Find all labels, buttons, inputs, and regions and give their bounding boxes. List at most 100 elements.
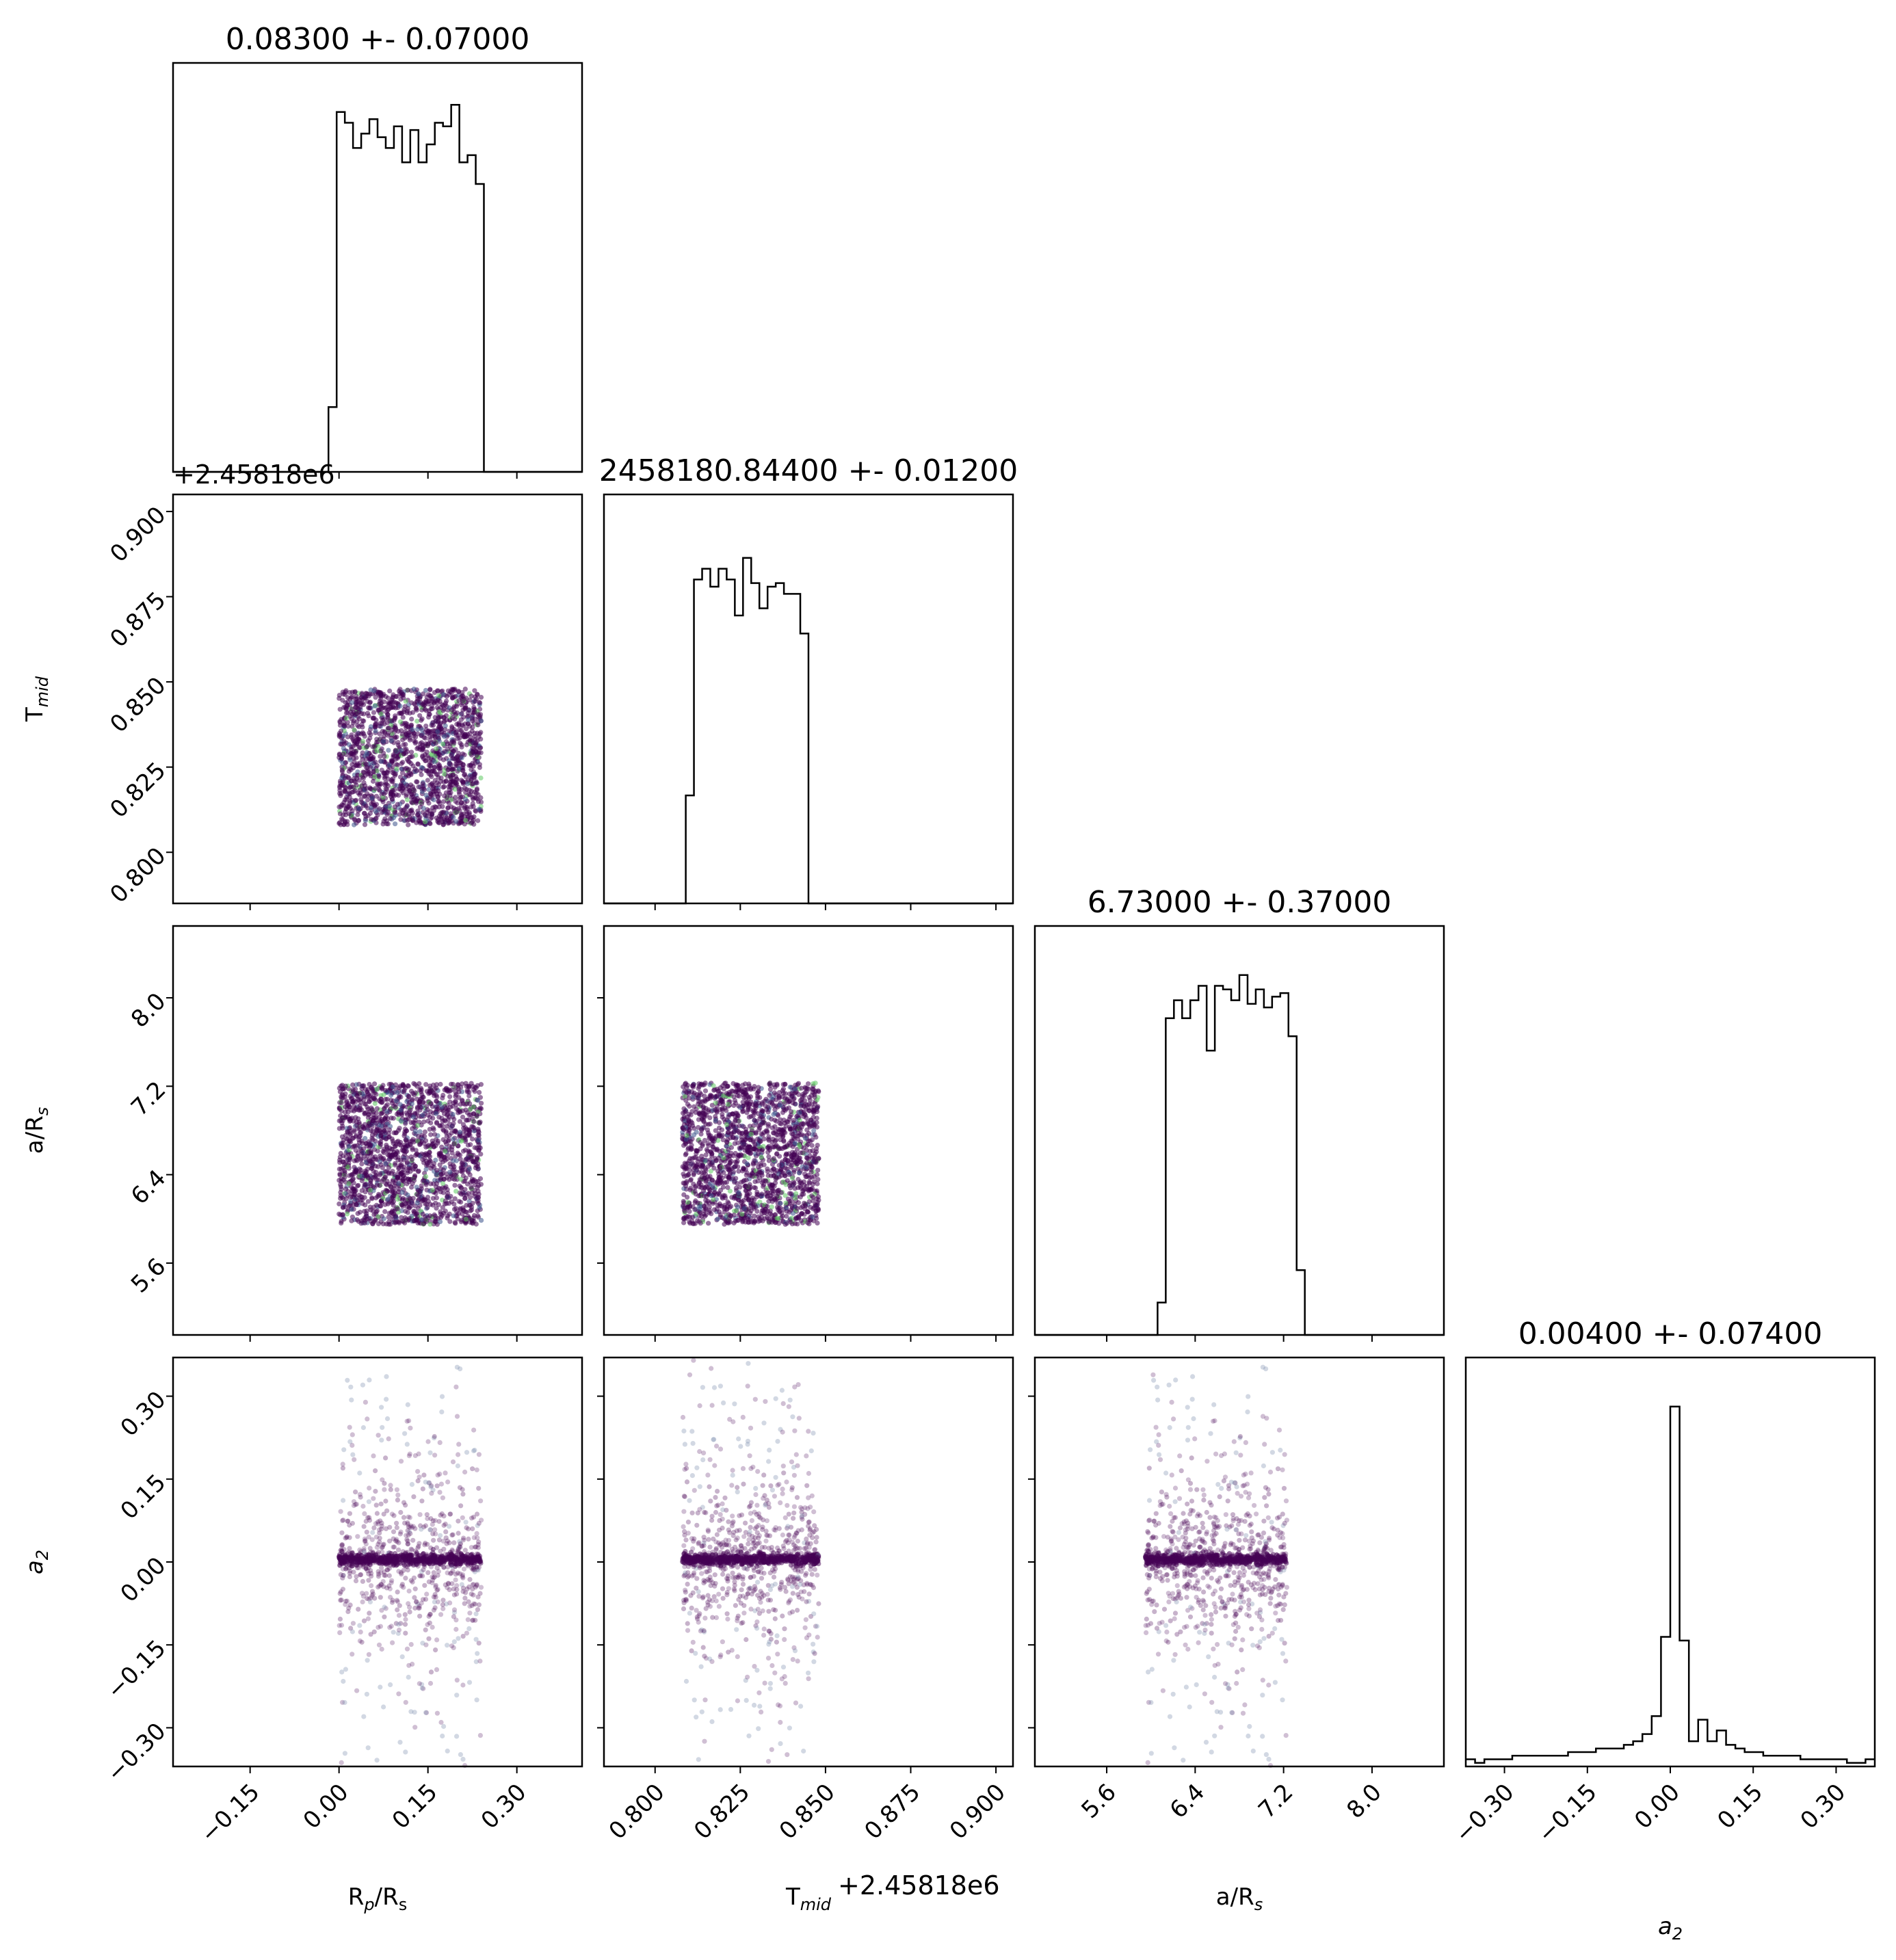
scatter-point bbox=[471, 1213, 477, 1218]
scatter-point bbox=[347, 1154, 353, 1160]
scatter-point bbox=[453, 1221, 458, 1226]
scatter-point bbox=[424, 694, 430, 700]
scatter-point bbox=[398, 817, 404, 822]
scatter-point bbox=[362, 794, 367, 799]
scatter-point bbox=[410, 1114, 417, 1120]
scatter-point bbox=[356, 1135, 362, 1140]
scatter-point bbox=[446, 800, 451, 806]
scatter-point bbox=[464, 1126, 469, 1132]
scatter-point bbox=[681, 1171, 686, 1177]
scatter-point bbox=[373, 1217, 378, 1223]
scatter-point bbox=[456, 786, 462, 792]
scatter-point bbox=[383, 693, 389, 700]
scatter-point bbox=[368, 1207, 373, 1213]
scatter-point bbox=[460, 779, 465, 784]
scatter-point bbox=[374, 737, 380, 742]
scatter-point bbox=[342, 1162, 347, 1167]
scatter-point bbox=[400, 790, 406, 795]
y-tick-label: 5.6 bbox=[126, 1253, 172, 1299]
scatter-point bbox=[390, 1084, 395, 1089]
scatter-point bbox=[806, 1108, 812, 1113]
scatter-point bbox=[414, 1200, 420, 1206]
scatter-point bbox=[469, 1190, 475, 1195]
scatter-point bbox=[388, 791, 393, 797]
scatter-point bbox=[427, 1160, 432, 1165]
frame-1-0 bbox=[172, 493, 583, 905]
scatter-point bbox=[805, 1209, 811, 1215]
scatter-point bbox=[471, 1125, 477, 1131]
scatter-point bbox=[389, 1100, 395, 1106]
scatter-point bbox=[364, 761, 369, 767]
scatter-point bbox=[395, 802, 400, 807]
y-tick-label: 0.825 bbox=[105, 757, 171, 823]
scatter-point bbox=[337, 1154, 343, 1160]
scatter-point bbox=[416, 691, 421, 697]
scatter-point bbox=[399, 728, 404, 733]
scatter-point bbox=[338, 1113, 343, 1119]
scatter-point bbox=[405, 706, 411, 711]
scatter-point bbox=[373, 1209, 379, 1215]
scatter-point bbox=[466, 1167, 473, 1172]
scatter-point bbox=[351, 1098, 357, 1104]
scatter-point bbox=[344, 797, 350, 802]
scatter-point bbox=[471, 821, 477, 827]
scatter-point bbox=[410, 786, 417, 792]
scatter-point bbox=[425, 701, 431, 706]
scatter-point bbox=[393, 700, 399, 706]
scatter-point bbox=[687, 1219, 692, 1225]
scatter-point bbox=[689, 1109, 695, 1114]
scatter-point bbox=[403, 725, 409, 730]
scatter-point bbox=[466, 1157, 471, 1163]
scatter-point bbox=[791, 1180, 797, 1186]
scatter-point bbox=[339, 817, 345, 822]
scatter-point bbox=[445, 1113, 450, 1118]
scatter-point bbox=[355, 812, 360, 817]
scatter-point bbox=[395, 1197, 401, 1202]
scatter-point bbox=[382, 699, 387, 704]
scatter-point bbox=[451, 1141, 457, 1147]
scatter-point bbox=[353, 1148, 358, 1153]
scatter-point bbox=[464, 1117, 470, 1123]
scatter-point bbox=[751, 1206, 756, 1211]
scatter-point bbox=[806, 1086, 812, 1091]
scatter-point bbox=[443, 778, 449, 784]
scatter-point bbox=[364, 744, 370, 750]
scatter-point bbox=[440, 819, 446, 825]
scatter-point bbox=[739, 1180, 744, 1185]
scatter-point bbox=[384, 1142, 389, 1148]
scatter-point bbox=[432, 759, 437, 765]
scatter-point bbox=[451, 1128, 457, 1134]
scatter-point bbox=[363, 804, 369, 809]
scatter-point bbox=[359, 1174, 365, 1179]
scatter-point bbox=[379, 721, 385, 726]
scatter-point bbox=[378, 1111, 384, 1116]
scatter-point bbox=[389, 738, 394, 743]
scatter-point bbox=[406, 1216, 412, 1221]
scatter-point bbox=[441, 771, 447, 777]
scatter-point bbox=[423, 708, 429, 713]
frame-0-0 bbox=[172, 62, 583, 473]
scatter-point bbox=[408, 795, 414, 800]
scatter-point bbox=[475, 1098, 481, 1103]
scatter-point bbox=[440, 809, 446, 815]
scatter-point bbox=[464, 804, 470, 810]
scatter-point bbox=[438, 1215, 444, 1220]
scatter-point bbox=[401, 1173, 406, 1178]
scatter-point bbox=[432, 1212, 437, 1217]
title-rp: 0.08300 +- 0.07000 bbox=[226, 22, 530, 57]
scatter-point bbox=[769, 1100, 774, 1105]
scatter-point bbox=[409, 1156, 415, 1162]
scatter-point bbox=[384, 786, 390, 792]
scatter-point bbox=[359, 1194, 365, 1200]
scatter-point bbox=[683, 1151, 689, 1156]
scatter-point bbox=[414, 1217, 419, 1223]
scatter-point bbox=[386, 726, 392, 731]
scatter-point bbox=[345, 724, 351, 729]
scatter-point bbox=[395, 740, 401, 745]
scatter-point bbox=[741, 1124, 746, 1129]
scatter-point bbox=[429, 722, 434, 728]
scatter-point bbox=[431, 1127, 436, 1133]
scatter-point bbox=[337, 784, 343, 790]
scatter-point bbox=[382, 1117, 388, 1123]
scatter-point bbox=[357, 1103, 363, 1109]
